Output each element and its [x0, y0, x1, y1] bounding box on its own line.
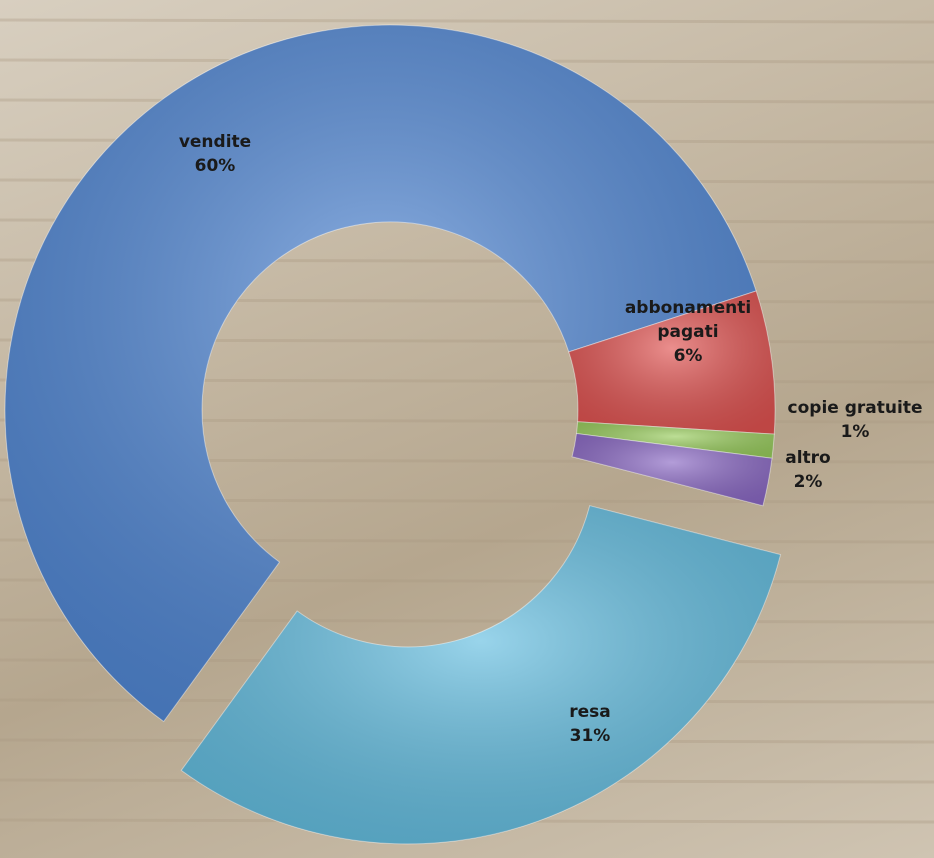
- category-label: altro: [718, 446, 898, 470]
- value-label: 6%: [623, 344, 753, 368]
- value-label: 31%: [500, 724, 680, 748]
- category-label: copie gratuite: [765, 396, 934, 420]
- chart: vendite60%abbonamenti pagati6%copie grat…: [0, 0, 934, 858]
- category-label: abbonamenti pagati: [623, 296, 753, 344]
- value-label: 2%: [718, 470, 898, 494]
- category-label: vendite: [125, 130, 305, 154]
- category-label: resa: [500, 700, 680, 724]
- value-label: 1%: [765, 420, 934, 444]
- value-label: 60%: [125, 154, 305, 178]
